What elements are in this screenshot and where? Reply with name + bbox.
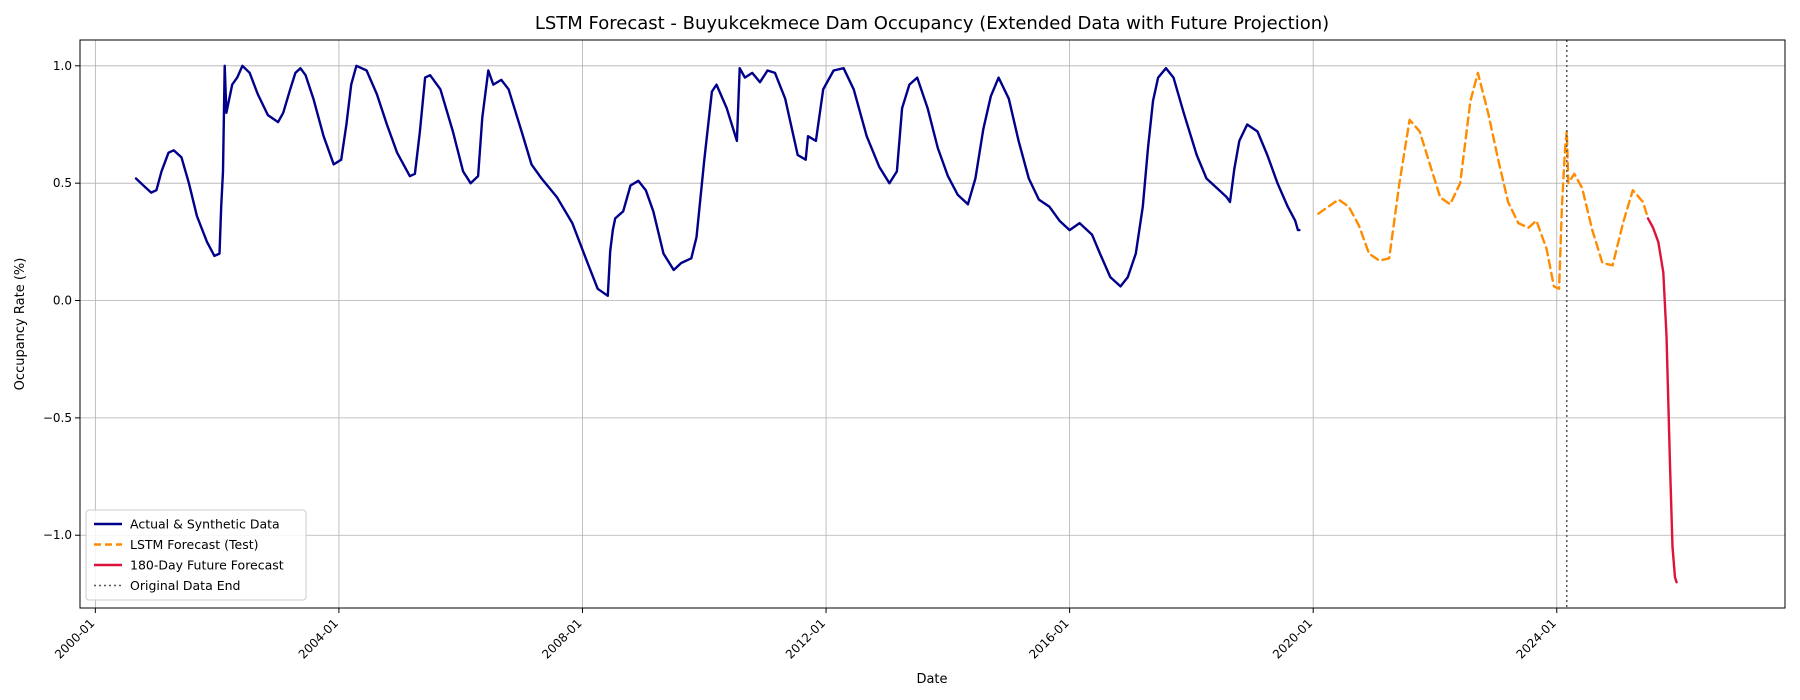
legend-label-2: 180-Day Future Forecast	[130, 558, 284, 573]
y-tick-label: −1.0	[43, 528, 72, 542]
series-line-1	[1317, 71, 1650, 290]
legend-label-0: Actual & Synthetic Data	[130, 517, 280, 532]
series-line-0	[134, 64, 1301, 297]
legend: Actual & Synthetic Data LSTM Forecast (Te…	[85, 509, 307, 601]
legend-label-3: Original Data End	[130, 578, 240, 593]
chart-title: LSTM Forecast - Buyukcekmece Dam Occupan…	[535, 13, 1329, 34]
y-tick-label: −0.5	[43, 411, 72, 425]
plot-frame	[79, 39, 1786, 609]
plot-area	[134, 40, 1678, 608]
y-tick-label: 0.5	[53, 176, 72, 190]
y-tick-label: 1.0	[53, 59, 72, 73]
y-axis-label: Occupancy Rate (%)	[13, 258, 28, 391]
series-line-2	[1646, 217, 1678, 584]
y-tick-label: 0.0	[53, 294, 72, 308]
legend-box	[85, 509, 307, 601]
legend-label-1: LSTM Forecast (Test)	[130, 537, 259, 552]
x-axis-label: Date	[916, 672, 947, 687]
y-axis: −1.0 −0.5 0.0 0.5 1.0	[43, 59, 80, 542]
grid	[80, 40, 1785, 608]
